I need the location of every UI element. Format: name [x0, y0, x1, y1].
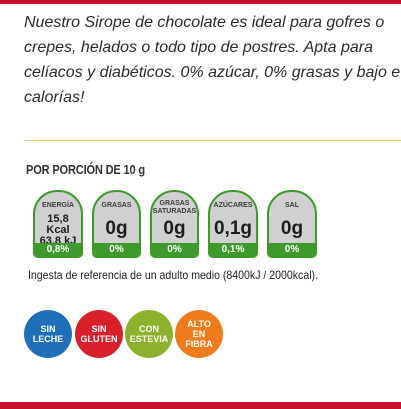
badge-sin-leche: SIN LECHE: [24, 310, 72, 358]
badge-line: LECHE: [32, 334, 64, 344]
description-line: Nuestro Sirope de chocolate es ideal par…: [24, 14, 385, 31]
nutrition-energy: ENERGÍA 15,8 Kcal 63,8 kJ 0,8%: [33, 190, 83, 258]
badge-line: SIN: [91, 324, 107, 334]
nutrition-percent: 0,8%: [35, 243, 81, 256]
nutrition-label: GRASAS SATURADAS: [152, 200, 197, 216]
energy-kj: 63,8 kJ: [39, 235, 77, 247]
nutrition-saturated-fats: GRASAS SATURADAS 0g 0%: [150, 190, 199, 258]
nutrition-sugars: AZÚCARES 0,1g 0,1%: [208, 190, 258, 258]
badge-line: SIN: [40, 324, 56, 334]
nutrition-value: 0g: [163, 218, 186, 239]
nutrition-salt: SAL 0g 0%: [267, 190, 317, 258]
portion-label: POR PORCIÓN DE 10 g: [26, 162, 145, 177]
nutrition-value: 15,8 Kcal 63,8 kJ: [35, 214, 81, 247]
nutrition-label: AZÚCARES: [213, 202, 253, 209]
description-line: celíacos y diabéticos. 0% azúcar, 0% gra…: [24, 64, 400, 81]
badge-line: EN: [192, 329, 206, 339]
badge-line: FIBRA: [185, 339, 213, 349]
badge-line: GLUTEN: [80, 334, 118, 344]
badge-line: ESTEVIA: [129, 334, 169, 344]
nutrition-percent: 0%: [94, 243, 139, 256]
product-description: Nuestro Sirope de chocolate es ideal par…: [24, 10, 400, 110]
nutrition-value: 0g: [280, 218, 304, 239]
nutrition-value: 0,1g: [213, 218, 253, 239]
badge-line: ALTO: [187, 319, 211, 329]
description-line: calorías!: [24, 89, 85, 106]
badge-sin-gluten: SIN GLUTEN: [75, 310, 123, 358]
label-line: SATURADAS: [152, 208, 197, 215]
badge-con-estevia: CON ESTEVIA: [125, 310, 173, 358]
nutrition-label: ENERGÍA: [42, 202, 74, 209]
nutrition-percent: 0%: [152, 243, 197, 256]
nutrition-percent: 0,1%: [210, 243, 256, 256]
bottom-accent-bar: [0, 402, 401, 409]
badge-alto-en-fibra: ALTO EN FIBRA: [175, 310, 223, 358]
nutrition-percent: 0%: [269, 243, 315, 256]
nutrition-fats: GRASAS 0g 0%: [92, 190, 141, 258]
reference-intake-text: Ingesta de referencia de un adulto medio…: [28, 268, 319, 282]
nutrition-label: SAL: [285, 202, 299, 209]
description-line: crepes, helados o todo tipo de postres. …: [24, 39, 373, 56]
top-accent-bar: [0, 0, 401, 4]
section-divider: [24, 140, 401, 141]
label-line: GRASAS: [159, 200, 190, 207]
badge-line: CON: [139, 324, 159, 334]
energy-kcal: 15,8 Kcal: [46, 213, 70, 236]
nutrition-value: 0g: [105, 218, 128, 239]
nutrition-label: GRASAS: [101, 202, 132, 209]
